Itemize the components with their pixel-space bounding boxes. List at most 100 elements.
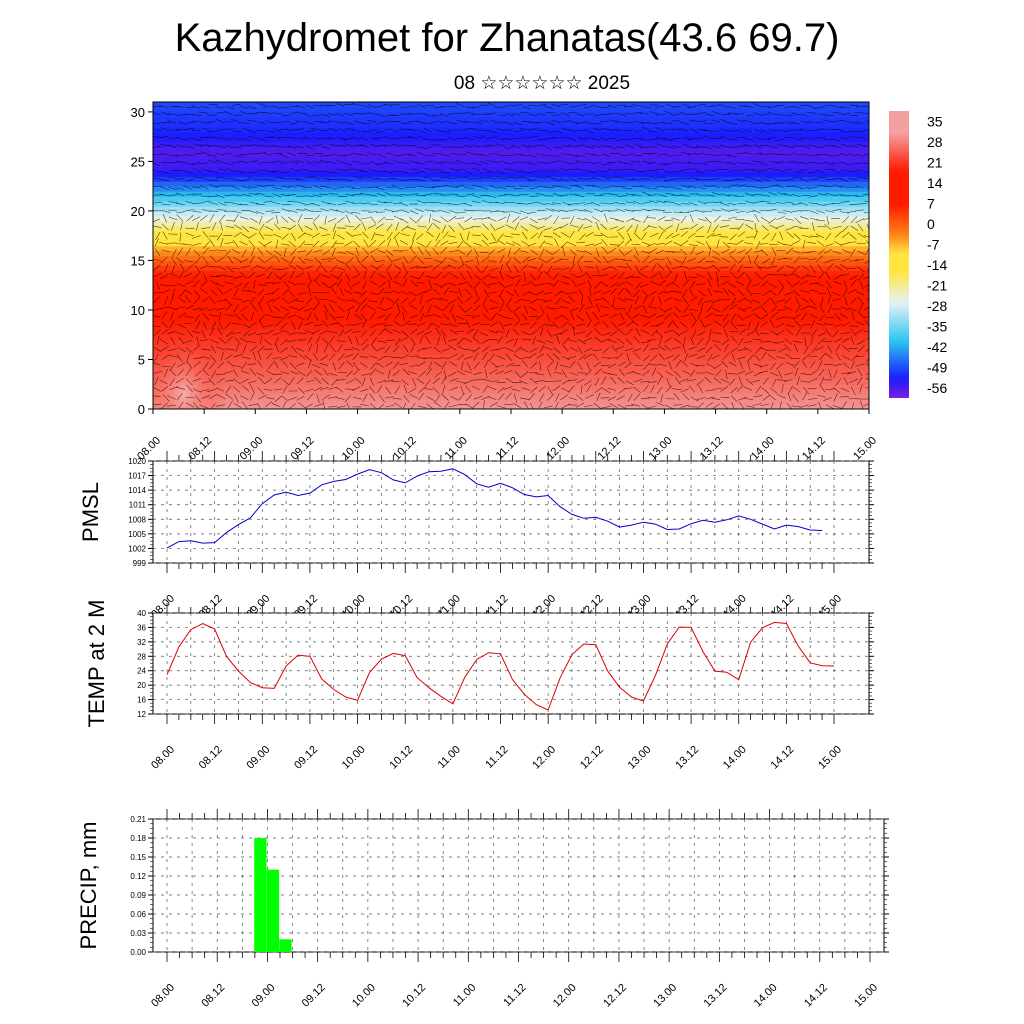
wind-barb (377, 403, 385, 409)
wind-barb (729, 209, 739, 211)
wind-barb (656, 209, 666, 211)
wind-barb (849, 274, 858, 280)
wind-barb (241, 385, 250, 392)
wind-barb (792, 145, 802, 147)
wind-barb (776, 323, 785, 328)
wind-barb (215, 282, 224, 288)
wind-barb (312, 303, 319, 311)
wind-barb (839, 185, 849, 189)
wind-barb (464, 162, 474, 165)
wind-barb (335, 316, 345, 318)
wind-barb (271, 201, 281, 205)
wind-barb (338, 329, 345, 337)
wind-barb (424, 160, 434, 163)
wind-barb (186, 378, 193, 386)
wind-barb (625, 338, 633, 346)
wind-barb (538, 393, 544, 402)
wind-barb (848, 170, 858, 172)
wind-barb (249, 160, 259, 163)
wind-barb (841, 113, 851, 116)
wind-barb (840, 332, 850, 334)
wind-barb (410, 255, 418, 262)
wind-barb (551, 120, 561, 123)
wind-barb (280, 371, 290, 375)
wind-barb (561, 355, 570, 361)
wind-barb (753, 136, 763, 140)
wind-barb (281, 216, 289, 223)
wind-barb (729, 178, 739, 181)
wind-barb (808, 305, 818, 309)
wind-barb (178, 270, 185, 279)
wind-barb (672, 330, 681, 337)
wind-barb (273, 360, 279, 369)
wind-barb (593, 256, 601, 263)
wind-barb (855, 130, 865, 133)
wind-barb (609, 266, 618, 271)
wind-barb (680, 121, 689, 125)
wind-barb (633, 393, 641, 401)
wind-barb (851, 354, 858, 362)
wind-barb (274, 320, 282, 327)
wind-barb (471, 167, 481, 172)
wind-barb (753, 152, 763, 155)
wind-barb (447, 264, 457, 269)
wind-barb (588, 296, 593, 305)
wind-barb (666, 378, 671, 387)
wind-barb (759, 364, 769, 368)
x-tick-label: 08.00 (149, 744, 177, 772)
wind-barb (495, 201, 505, 205)
wind-barb (441, 348, 451, 352)
wind-barb (369, 137, 379, 141)
wind-barb (321, 234, 331, 237)
wind-barb (530, 362, 538, 369)
wind-barb (863, 145, 869, 148)
wind-barb (234, 394, 239, 403)
wind-barb (379, 394, 385, 403)
wind-barb (730, 387, 738, 394)
wind-barb (387, 232, 393, 240)
wind-barb (738, 328, 747, 335)
wind-barb (567, 129, 577, 132)
wind-barb (575, 202, 585, 205)
wind-barb (730, 395, 738, 403)
y-axis-label: PMSL (78, 482, 103, 542)
wind-barb (729, 304, 738, 310)
x-tick-label: 09.00 (244, 744, 272, 772)
wind-barb (828, 369, 832, 378)
y-tick-label: 5 (138, 352, 145, 367)
wind-barb (289, 256, 296, 264)
wind-barb (419, 313, 425, 322)
wind-barb (386, 263, 393, 271)
wind-barb (527, 144, 537, 148)
wind-barb (435, 272, 442, 279)
wind-barb (297, 232, 306, 239)
wind-barb (687, 138, 697, 140)
wind-barb (848, 145, 858, 148)
wind-barb (825, 210, 835, 213)
wind-barb (363, 239, 369, 248)
wind-barb (808, 398, 818, 400)
wind-barb (785, 265, 795, 269)
wind-barb (200, 280, 208, 288)
wind-barb (377, 340, 387, 343)
wind-barb (240, 111, 249, 115)
wind-barb (345, 388, 355, 390)
wind-barb (747, 354, 754, 362)
wind-barb (153, 315, 161, 318)
wind-barb (560, 328, 568, 335)
wind-barb (536, 129, 546, 132)
wind-barb (265, 210, 275, 213)
wind-barb (634, 232, 641, 240)
wind-barb (338, 128, 347, 133)
wind-barb (409, 355, 419, 357)
wind-barb (495, 106, 505, 108)
wind-barb (367, 177, 377, 180)
wind-barb (304, 195, 314, 198)
wind-barb (343, 161, 352, 166)
wind-barb (265, 397, 275, 400)
y-tick-label: 30 (131, 105, 145, 120)
wind-barb (392, 356, 402, 359)
wind-barb (153, 201, 162, 204)
wind-barb (259, 335, 263, 345)
wind-barb (513, 177, 523, 179)
